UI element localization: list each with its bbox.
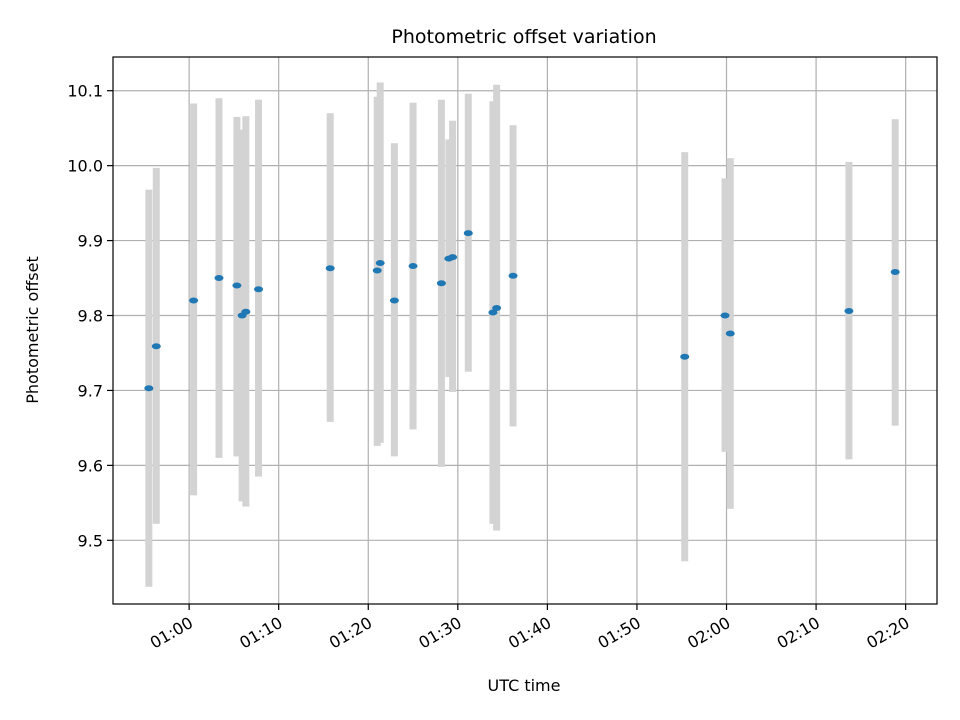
data-point xyxy=(389,297,399,304)
data-point xyxy=(463,230,473,237)
data-point xyxy=(508,272,518,279)
data-point xyxy=(151,343,161,350)
y-tick-label: 10.0 xyxy=(67,157,103,176)
data-point xyxy=(844,308,854,315)
y-tick-label: 10.1 xyxy=(67,82,103,101)
plot-frame xyxy=(112,56,938,605)
data-point xyxy=(254,286,264,293)
data-points xyxy=(144,230,900,392)
data-point xyxy=(189,297,199,304)
data-point xyxy=(448,254,458,261)
data-point xyxy=(720,312,730,319)
data-point xyxy=(375,260,385,267)
data-point xyxy=(436,280,446,287)
x-axis-label: UTC time xyxy=(488,676,561,695)
data-point xyxy=(232,282,242,289)
y-tick-label: 9.5 xyxy=(78,531,103,550)
y-axis-label: Photometric offset xyxy=(23,256,42,404)
data-point xyxy=(144,385,154,392)
data-point xyxy=(725,330,735,337)
data-point xyxy=(372,267,382,274)
data-point xyxy=(488,309,498,316)
data-point xyxy=(680,353,690,360)
chart-title: Photometric offset variation xyxy=(391,26,656,48)
data-point xyxy=(492,305,502,312)
data-point xyxy=(890,269,900,276)
y-tick-label: 9.6 xyxy=(78,456,103,475)
data-point xyxy=(241,308,251,315)
data-point xyxy=(408,263,418,270)
data-point xyxy=(325,265,335,272)
grid-lines xyxy=(113,57,937,604)
y-tick-label: 9.9 xyxy=(78,232,103,251)
y-tick-label: 9.7 xyxy=(78,381,103,400)
data-point xyxy=(214,275,224,282)
y-tick-label: 9.8 xyxy=(78,307,103,326)
